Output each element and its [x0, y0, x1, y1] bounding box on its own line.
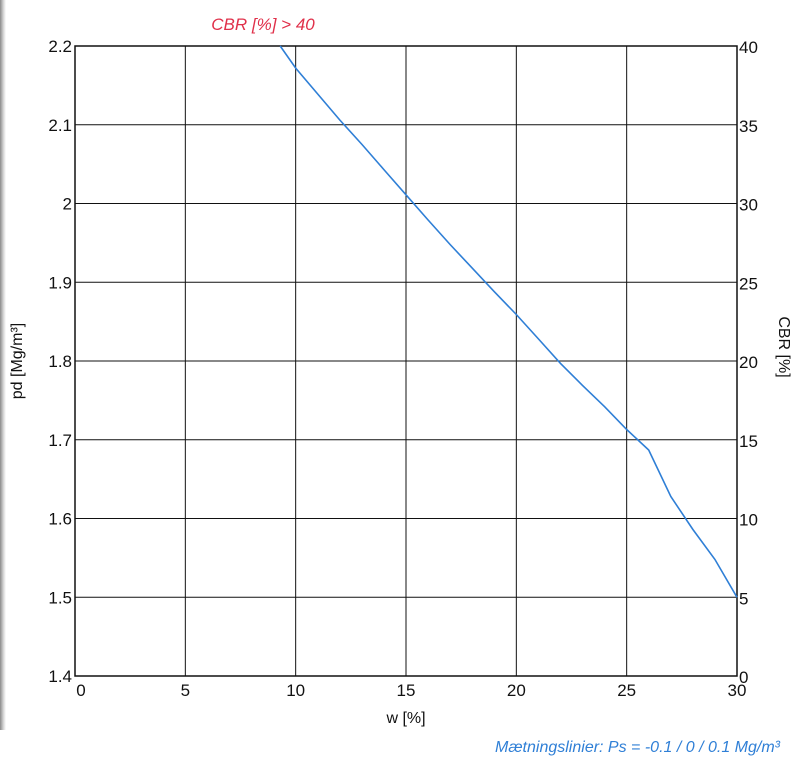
y-axis-ticks: 1.4 1.5 1.6 1.7 1.8 1.9 2 2.1 2.2: [48, 37, 72, 686]
y2-axis-ticks: 0 5 10 15 20 25 30 35 40: [739, 38, 758, 687]
x-tick-label: 30: [728, 681, 747, 700]
x-tick-label: 15: [397, 681, 416, 700]
y-tick-label: 2.2: [48, 37, 72, 56]
y2-tick-label: 5: [739, 589, 748, 608]
x-tick-label: 20: [507, 681, 526, 700]
x-axis-ticks: 0 5 10 15 20 25 30: [76, 681, 746, 700]
y2-tick-label: 0: [739, 668, 748, 687]
x-axis-label: w [%]: [385, 710, 425, 727]
x-tick-label: 0: [76, 681, 85, 700]
y-tick-label: 1.6: [48, 510, 72, 529]
page-edge-shadow: [0, 0, 6, 730]
y-tick-label: 1.9: [48, 273, 72, 292]
y-tick-label: 1.5: [48, 588, 72, 607]
y-axis-label: pd [Mg/m³]: [9, 323, 26, 399]
y-tick-label: 1.7: [48, 431, 72, 450]
series-layer: [279, 45, 738, 598]
x-tick-label: 25: [617, 681, 636, 700]
y2-axis-label: CBR [%]: [775, 316, 792, 377]
y2-tick-label: 40: [739, 38, 758, 57]
y-tick-label: 2: [63, 195, 72, 214]
y2-tick-label: 15: [739, 432, 758, 451]
y2-tick-label: 10: [739, 511, 758, 530]
y-tick-label: 1.4: [48, 667, 72, 686]
saturation-lines-note: Mætningslinier: Ps = -0.1 / 0 / 0.1 Mg/m…: [495, 739, 781, 756]
y2-tick-label: 35: [739, 117, 758, 136]
cbr-note: CBR [%] > 40: [211, 15, 315, 34]
y-tick-label: 1.8: [48, 352, 72, 371]
plot-frame: [74, 45, 738, 677]
y2-tick-label: 20: [739, 353, 758, 372]
x-tick-label: 10: [286, 681, 305, 700]
y2-tick-label: 25: [739, 274, 758, 293]
x-tick-label: 5: [181, 681, 190, 700]
grid-lines: [74, 45, 738, 677]
series-line-0: [279, 45, 738, 598]
y-tick-label: 2.1: [48, 116, 72, 135]
y2-tick-label: 30: [739, 196, 758, 215]
